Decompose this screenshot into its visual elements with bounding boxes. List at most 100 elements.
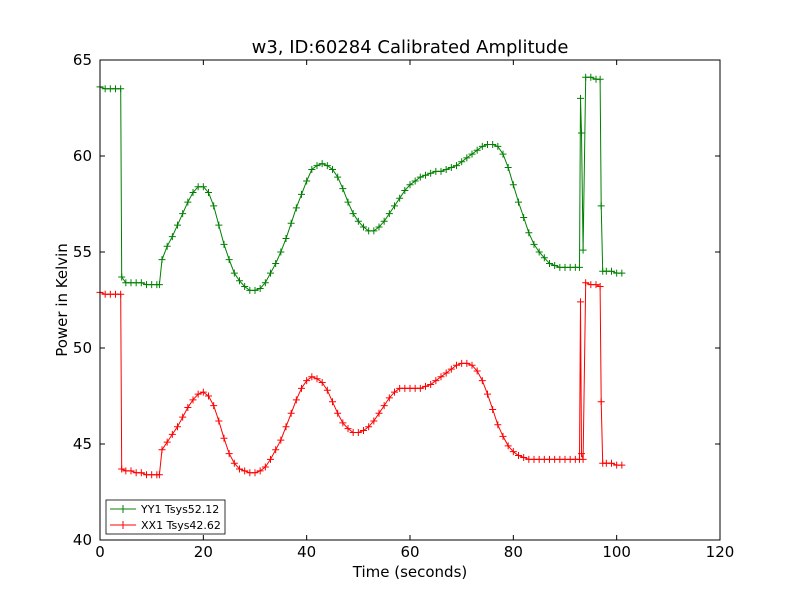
data-point bbox=[582, 279, 590, 287]
data-point bbox=[546, 260, 553, 268]
data-point bbox=[597, 398, 605, 406]
y-tick-label: 40 bbox=[73, 531, 92, 549]
data-point bbox=[463, 359, 471, 367]
data-point bbox=[205, 392, 212, 400]
data-point bbox=[194, 390, 202, 398]
data-point bbox=[199, 183, 207, 191]
data-point bbox=[520, 213, 528, 221]
x-tick-label: 40 bbox=[297, 543, 316, 561]
data-point bbox=[354, 428, 362, 436]
data-point bbox=[530, 240, 538, 248]
data-point bbox=[339, 185, 347, 193]
data-point bbox=[618, 269, 626, 277]
data-point bbox=[329, 398, 336, 406]
data-point bbox=[370, 417, 378, 425]
y-tick-label: 55 bbox=[73, 243, 92, 261]
data-point bbox=[608, 267, 615, 275]
data-point bbox=[385, 210, 393, 218]
x-tick-label: 100 bbox=[602, 543, 631, 561]
data-point bbox=[578, 450, 586, 458]
data-point bbox=[339, 419, 347, 427]
data-point bbox=[422, 382, 429, 390]
data-point bbox=[155, 281, 163, 289]
data-point bbox=[189, 396, 197, 404]
legend-label-0: YY1 Tsys52.12 bbox=[140, 503, 219, 516]
data-point bbox=[504, 164, 512, 172]
data-point bbox=[318, 379, 326, 387]
data-point bbox=[174, 423, 181, 431]
data-point bbox=[251, 469, 259, 477]
y-tick-label: 50 bbox=[73, 339, 92, 357]
data-point bbox=[551, 261, 559, 269]
data-point bbox=[251, 286, 259, 294]
x-tick-label: 80 bbox=[504, 543, 523, 561]
data-point bbox=[365, 423, 373, 431]
x-tick-label: 0 bbox=[95, 543, 105, 561]
data-point bbox=[578, 129, 586, 137]
data-point bbox=[484, 390, 491, 398]
data-point bbox=[215, 221, 223, 229]
x-tick-label: 20 bbox=[194, 543, 213, 561]
data-point bbox=[230, 269, 238, 277]
data-point bbox=[416, 384, 424, 392]
data-point bbox=[282, 235, 290, 243]
data-point bbox=[437, 167, 445, 175]
data-point bbox=[308, 373, 316, 381]
data-point bbox=[303, 377, 311, 385]
data-point bbox=[370, 227, 378, 235]
data-point bbox=[298, 384, 305, 392]
data-point bbox=[189, 188, 197, 196]
data-point bbox=[298, 190, 305, 198]
data-point bbox=[308, 165, 316, 173]
data-point bbox=[385, 394, 393, 402]
data-point bbox=[210, 202, 218, 210]
data-point bbox=[256, 467, 264, 475]
data-point bbox=[391, 202, 398, 210]
data-point bbox=[375, 223, 383, 231]
data-point bbox=[463, 154, 471, 162]
data-point bbox=[447, 164, 455, 172]
data-point bbox=[205, 188, 212, 196]
data-point bbox=[442, 165, 450, 173]
data-point bbox=[282, 423, 290, 431]
series-layer bbox=[96, 73, 626, 479]
data-point bbox=[596, 283, 604, 291]
data-point bbox=[509, 181, 517, 189]
legend-marker-0 bbox=[119, 505, 127, 513]
data-point bbox=[344, 198, 352, 206]
data-point bbox=[230, 459, 238, 467]
data-point bbox=[380, 402, 388, 410]
data-point bbox=[158, 446, 166, 454]
data-point bbox=[267, 455, 274, 463]
data-point bbox=[575, 263, 583, 271]
data-point bbox=[427, 169, 435, 177]
data-point bbox=[592, 281, 600, 289]
data-point bbox=[329, 165, 336, 173]
data-point bbox=[494, 142, 502, 150]
data-point bbox=[587, 73, 595, 81]
data-point bbox=[199, 388, 207, 396]
data-point bbox=[478, 377, 486, 385]
data-point bbox=[127, 467, 135, 475]
data-point bbox=[184, 404, 192, 412]
data-point bbox=[179, 210, 187, 218]
data-point bbox=[499, 150, 507, 158]
data-point bbox=[287, 409, 295, 417]
data-point bbox=[118, 465, 126, 473]
data-point bbox=[579, 246, 587, 254]
data-point bbox=[344, 425, 352, 433]
data-point bbox=[577, 298, 584, 306]
data-point bbox=[334, 409, 342, 417]
data-point bbox=[323, 386, 331, 394]
data-point bbox=[437, 373, 445, 381]
data-point bbox=[272, 260, 280, 268]
data-point bbox=[236, 465, 243, 473]
data-point bbox=[360, 427, 367, 435]
data-point bbox=[489, 405, 497, 413]
data-point bbox=[579, 455, 587, 463]
data-point bbox=[261, 279, 269, 287]
data-point bbox=[168, 233, 176, 241]
data-point bbox=[360, 223, 367, 231]
data-point bbox=[277, 248, 285, 256]
